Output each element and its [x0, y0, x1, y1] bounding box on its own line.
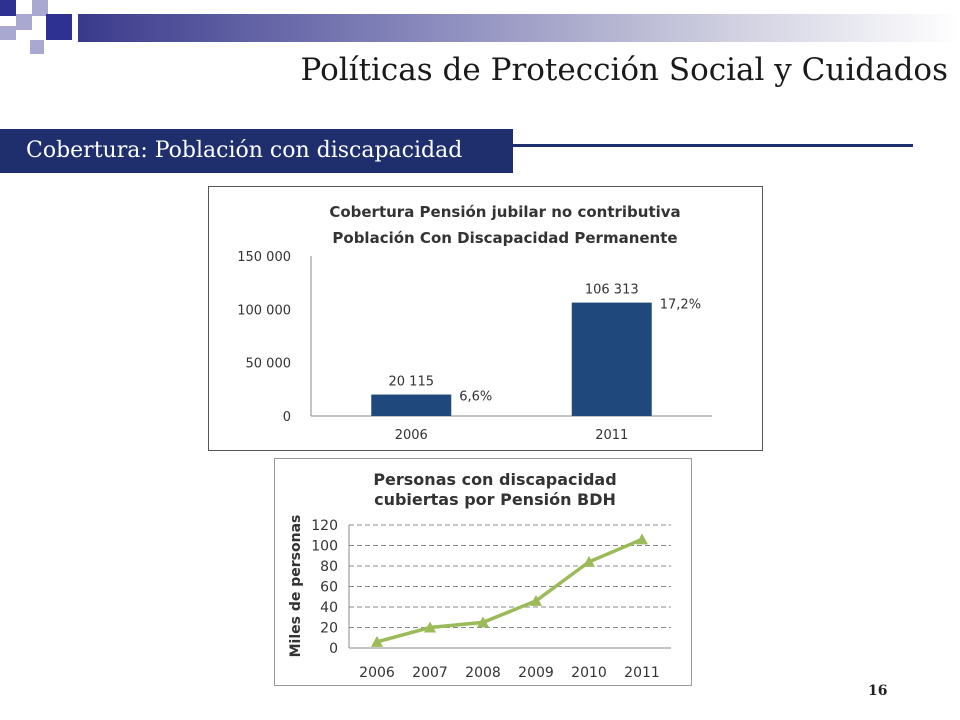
line-chart-point — [477, 616, 489, 628]
bar-chart-percent-label: 17,2% — [660, 298, 701, 313]
line-chart-panel: Personas con discapacidad cubiertas por … — [274, 458, 692, 686]
line-chart-ytick-label: 20 — [320, 621, 338, 637]
bar-chart-value-label: 20 115 — [389, 375, 435, 390]
bar-chart-title: Cobertura Pensión jubilar no contributiv… — [329, 203, 680, 221]
line-chart-series-line — [376, 537, 643, 644]
line-chart-point — [530, 594, 542, 606]
bar-chart-bar — [571, 302, 652, 416]
line-chart-xtick-label: 2010 — [571, 665, 607, 681]
bar-chart-ytick-label: 150 000 — [237, 250, 291, 265]
logo-square-2 — [32, 0, 48, 16]
line-chart-ytick-label: 100 — [311, 539, 338, 555]
bar-chart-subtitle: Población Con Discapacidad Permanente — [332, 229, 677, 247]
bar-chart-bar — [371, 394, 452, 416]
logo-square-5 — [0, 26, 16, 40]
line-chart-subtitle: cubiertas por Pensión BDH — [374, 490, 616, 509]
bar-chart-category-label: 2006 — [395, 428, 428, 443]
line-chart-ytick-label: 40 — [320, 600, 338, 616]
line-chart-ytick-label: 60 — [320, 580, 338, 596]
line-chart-ytick-label: 0 — [329, 641, 338, 657]
bar-chart-ytick-label: 100 000 — [237, 303, 291, 318]
bar-chart-ytick-label: 50 000 — [246, 357, 292, 372]
logo-square-1 — [0, 0, 16, 16]
line-chart-title: Personas con discapacidad — [373, 470, 616, 489]
line-chart-xtick-label: 2007 — [412, 665, 448, 681]
line-chart-xtick-label: 2011 — [624, 665, 660, 681]
slide-title: Políticas de Protección Social y Cuidado… — [300, 52, 948, 88]
section-subtitle: Cobertura: Población con discapacidad — [0, 129, 513, 173]
line-chart: Personas con discapacidad cubiertas por … — [288, 470, 671, 681]
line-chart-xtick-label: 2009 — [518, 665, 554, 681]
bar-chart-category-label: 2011 — [595, 428, 628, 443]
subtitle-rule — [513, 144, 913, 147]
bar-chart-ytick-label: 0 — [283, 410, 291, 425]
line-chart-ytick-label: 120 — [311, 518, 338, 534]
bar-chart-panel: Cobertura Pensión jubilar no contributiv… — [208, 186, 763, 451]
line-chart-point — [583, 555, 595, 567]
header-gradient-bar — [78, 14, 960, 42]
bar-chart-value-label: 106 313 — [585, 283, 639, 298]
line-chart-point — [424, 621, 436, 633]
line-chart-point — [636, 533, 648, 545]
line-chart-point — [371, 635, 383, 647]
bar-chart: Cobertura Pensión jubilar no contributiv… — [237, 203, 712, 443]
logo-square-6 — [30, 40, 44, 54]
line-chart-ytick-label: 80 — [320, 559, 338, 575]
page-number: 16 — [868, 683, 888, 699]
line-chart-xtick-label: 2006 — [359, 665, 395, 681]
line-chart-xtick-label: 2008 — [465, 665, 501, 681]
logo-square-3 — [16, 14, 32, 30]
logo-square-4 — [46, 14, 72, 40]
line-chart-ylabel: Miles de personas — [288, 515, 304, 658]
bar-chart-percent-label: 6,6% — [459, 390, 492, 405]
